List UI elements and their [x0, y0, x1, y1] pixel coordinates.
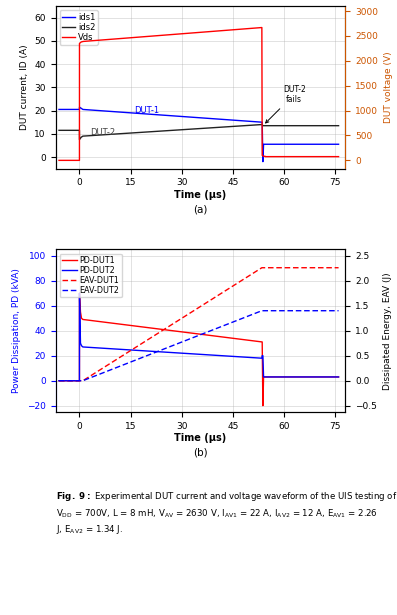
Text: $\mathbf{Fig.\ 9:}$ Experimental DUT current and voltage waveform of the UIS tes: $\mathbf{Fig.\ 9:}$ Experimental DUT cur… — [56, 491, 397, 536]
Y-axis label: DUT current, ID (A): DUT current, ID (A) — [20, 44, 29, 130]
Text: (a): (a) — [193, 204, 208, 215]
Text: DUT-2: DUT-2 — [90, 128, 115, 137]
Legend: ids1, ids2, Vds: ids1, ids2, Vds — [60, 10, 98, 45]
Text: DUT-2
fails: DUT-2 fails — [266, 85, 306, 123]
Legend: PD-DUT1, PD-DUT2, EAV-DUT1, EAV-DUT2: PD-DUT1, PD-DUT2, EAV-DUT1, EAV-DUT2 — [60, 253, 122, 297]
Text: DUT-1: DUT-1 — [134, 106, 159, 115]
X-axis label: Time (μs): Time (μs) — [174, 190, 227, 200]
Y-axis label: Power Dissipation, PD (kVA): Power Dissipation, PD (kVA) — [12, 268, 21, 393]
Y-axis label: DUT voltage (V): DUT voltage (V) — [384, 52, 393, 123]
Text: (b): (b) — [193, 448, 208, 458]
Y-axis label: Dissipated Energy, EAV (J): Dissipated Energy, EAV (J) — [383, 272, 391, 389]
X-axis label: Time (μs): Time (μs) — [174, 434, 227, 443]
